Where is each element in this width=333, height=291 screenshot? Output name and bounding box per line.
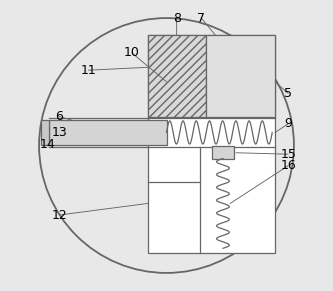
Text: 9: 9 (284, 117, 292, 130)
Text: 15: 15 (280, 148, 296, 161)
Text: 7: 7 (197, 12, 205, 24)
Bar (148, 36, 275, 253)
Text: 13: 13 (52, 126, 67, 139)
Bar (205, 36, 275, 116)
Bar (49, 120, 166, 145)
Text: 5: 5 (284, 87, 292, 100)
Text: 14: 14 (40, 138, 56, 150)
Bar (148, 36, 205, 116)
Text: 6: 6 (55, 110, 63, 123)
Bar (41, 120, 49, 145)
Text: 16: 16 (280, 159, 296, 172)
Text: 8: 8 (172, 12, 180, 24)
Bar (212, 146, 234, 159)
Text: 10: 10 (124, 46, 140, 59)
Text: 11: 11 (81, 64, 96, 77)
Text: 12: 12 (52, 209, 67, 221)
